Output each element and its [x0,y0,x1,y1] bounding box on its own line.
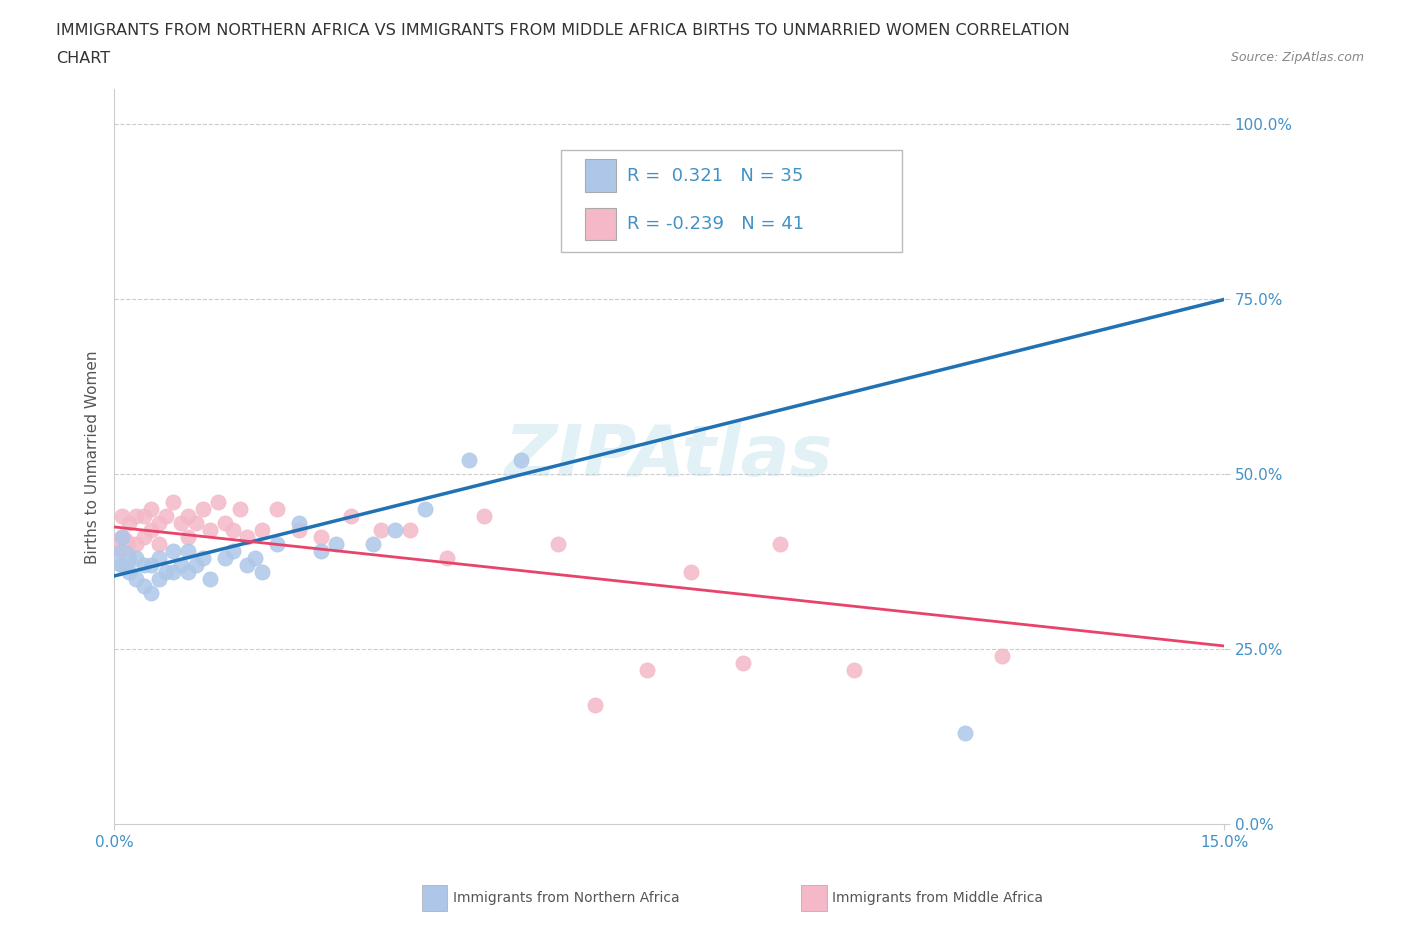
Point [384,523,406,538]
Point [472,509,495,524]
Point [207,495,229,510]
Point [769,537,792,551]
Point [221,523,243,538]
Point [250,523,273,538]
Point [221,544,243,559]
Point [148,537,170,551]
Point [266,502,288,517]
Point [370,523,392,538]
Point [148,516,170,531]
Point [413,502,436,517]
Point [214,551,236,565]
Y-axis label: Births to Unmarried Women: Births to Unmarried Women [86,351,100,564]
Text: ZIPAtlas: ZIPAtlas [505,422,834,491]
Point [170,558,193,573]
Point [110,530,132,545]
Point [125,537,148,551]
Text: Source: ZipAtlas.com: Source: ZipAtlas.com [1230,51,1364,64]
Point [177,565,200,580]
Point [311,530,333,545]
Point [141,558,163,573]
Point [125,572,148,587]
Text: R = -0.239   N = 41: R = -0.239 N = 41 [627,215,804,232]
Text: R =  0.321   N = 35: R = 0.321 N = 35 [627,166,803,184]
Point [236,558,259,573]
Point [155,565,177,580]
Point [340,509,363,524]
Point [177,509,200,524]
Point [953,726,976,741]
Point [132,509,155,524]
Point [141,523,163,538]
Point [184,516,207,531]
Point [991,649,1014,664]
Point [110,530,132,545]
Point [243,551,266,565]
Point [141,586,163,601]
Point [148,572,170,587]
Point [436,551,458,565]
Text: CHART: CHART [56,51,110,66]
Text: IMMIGRANTS FROM NORTHERN AFRICA VS IMMIGRANTS FROM MIDDLE AFRICA BIRTHS TO UNMAR: IMMIGRANTS FROM NORTHERN AFRICA VS IMMIG… [56,23,1070,38]
Point [510,453,533,468]
Point [141,502,163,517]
Point [733,656,755,671]
Point [177,530,200,545]
Point [118,565,141,580]
Point [110,558,132,573]
Point [118,516,141,531]
Point [132,530,155,545]
Point [125,509,148,524]
Point [399,523,422,538]
Point [229,502,252,517]
Point [162,565,184,580]
Point [266,537,288,551]
Point [583,698,606,713]
Text: Immigrants from Northern Africa: Immigrants from Northern Africa [453,891,679,906]
Point [214,516,236,531]
Point [311,544,333,559]
Text: Immigrants from Middle Africa: Immigrants from Middle Africa [832,891,1043,906]
Point [200,523,222,538]
Point [191,551,214,565]
Point [458,453,481,468]
Point [170,516,193,531]
Point [236,530,259,545]
Point [547,537,569,551]
Point [200,572,222,587]
Point [844,663,866,678]
Point [132,558,155,573]
Point [162,495,184,510]
Point [361,537,384,551]
Point [636,663,658,678]
Point [250,565,273,580]
Point [288,516,311,531]
Point [148,551,170,565]
Point [288,523,311,538]
Point [125,551,148,565]
Point [325,537,347,551]
Point [110,509,132,524]
Point [681,565,703,580]
Point [177,544,200,559]
Point [155,509,177,524]
Point [191,502,214,517]
Point [162,544,184,559]
Point [110,551,132,565]
Point [184,558,207,573]
Point [110,537,132,551]
Point [132,579,155,594]
